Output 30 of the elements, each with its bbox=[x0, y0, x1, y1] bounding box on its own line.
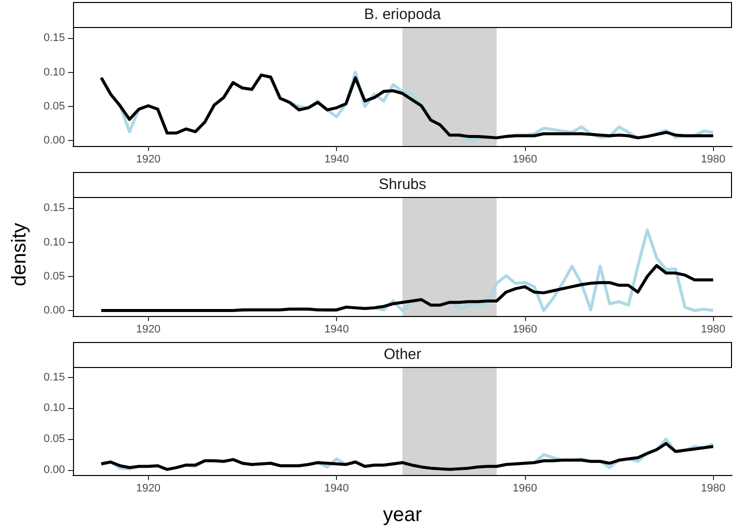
chart-title: Shrubs bbox=[73, 172, 732, 198]
y-tick-label: 0.00 bbox=[44, 464, 65, 476]
x-tick-label: 1960 bbox=[512, 154, 538, 166]
y-tick-label: 0.00 bbox=[44, 304, 65, 317]
x-tick-label: 1980 bbox=[700, 154, 726, 166]
y-tick-label: 0.00 bbox=[44, 134, 65, 147]
line-series bbox=[100, 264, 715, 312]
x-tick-label: 1980 bbox=[700, 482, 726, 494]
x-tick-label: 1940 bbox=[324, 482, 349, 494]
chart-title: Other bbox=[73, 342, 732, 368]
y-tick-label: 0.05 bbox=[44, 270, 65, 282]
x-tick-label: 1920 bbox=[136, 154, 161, 166]
x-tick-label: 1980 bbox=[700, 324, 726, 336]
x-tick-label: 1920 bbox=[136, 482, 161, 494]
x-tick-label: 1920 bbox=[136, 324, 161, 336]
y-tick-label: 0.15 bbox=[44, 32, 65, 44]
x-tick-label: 1960 bbox=[512, 324, 538, 336]
y-tick-label: 0.05 bbox=[44, 100, 65, 112]
x-tick-label: 1960 bbox=[512, 482, 538, 494]
y-tick-label: 0.15 bbox=[44, 371, 65, 384]
y-tick-label: 0.10 bbox=[44, 402, 65, 414]
chart-title: B. eriopoda bbox=[73, 2, 732, 28]
x-axis-title: year bbox=[382, 504, 423, 527]
y-tick-label: 0.10 bbox=[44, 236, 65, 248]
y-tick-label: 0.10 bbox=[44, 66, 65, 78]
x-tick-label: 1940 bbox=[324, 154, 349, 166]
x-tick-label: 1940 bbox=[324, 324, 349, 336]
y-axis-title: density bbox=[8, 222, 32, 288]
y-tick-label: 0.05 bbox=[44, 433, 65, 446]
y-tick-label: 0.15 bbox=[44, 202, 65, 214]
